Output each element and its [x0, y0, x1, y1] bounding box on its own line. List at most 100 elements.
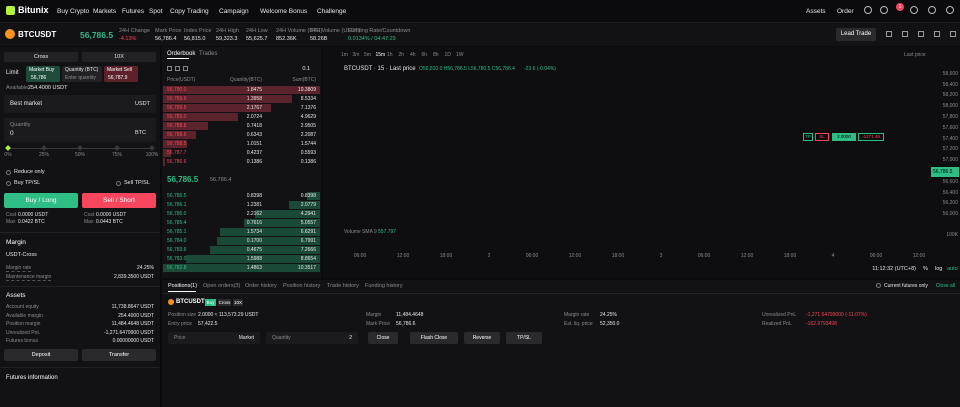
- nav-item[interactable]: Copy Trading: [170, 8, 209, 15]
- nav-item[interactable]: Buy Crypto: [57, 8, 90, 15]
- icon[interactable]: [175, 66, 180, 71]
- checkbox[interactable]: [6, 170, 11, 175]
- futures-info[interactable]: Futures information: [6, 375, 58, 381]
- transfer-button[interactable]: [82, 349, 156, 361]
- book-price[interactable]: 56,786.1: [167, 202, 187, 208]
- book-price[interactable]: 56,786.5: [167, 193, 187, 199]
- scale-option[interactable]: log: [935, 266, 943, 272]
- icon[interactable]: [918, 31, 924, 37]
- timeframe[interactable]: 4h: [410, 52, 416, 58]
- x-tick-label: 06:00: [525, 253, 539, 259]
- close-all[interactable]: Close all: [935, 283, 955, 289]
- deposit-button[interactable]: [4, 349, 78, 361]
- positions-tab[interactable]: Order history: [245, 283, 277, 289]
- positions-tab[interactable]: Open orders(3): [203, 283, 241, 289]
- nav-item[interactable]: Spot: [149, 8, 163, 15]
- icon[interactable]: [910, 6, 918, 14]
- positions-tab[interactable]: Position history: [283, 283, 321, 289]
- book-price[interactable]: 56,789.5: [167, 105, 187, 111]
- icon[interactable]: [928, 6, 936, 14]
- book-price[interactable]: 56,784.0: [167, 238, 187, 244]
- symbol[interactable]: BTCUSDT: [18, 30, 57, 39]
- position-button[interactable]: [368, 332, 398, 344]
- orderbook-tab[interactable]: Orderbook: [167, 51, 196, 57]
- book-price[interactable]: 56,788.5: [167, 141, 187, 147]
- positions-tab[interactable]: Funding history: [365, 283, 403, 289]
- checkbox[interactable]: [6, 181, 11, 186]
- position-tag[interactable]: [858, 133, 884, 142]
- timeframe[interactable]: 8h: [433, 52, 439, 58]
- timeframe[interactable]: 3m: [352, 52, 360, 58]
- book-price[interactable]: 56,786.6: [167, 159, 187, 165]
- icon[interactable]: [934, 31, 940, 37]
- position-button[interactable]: [506, 332, 542, 344]
- icon[interactable]: [950, 31, 956, 37]
- nav-action[interactable]: Order: [837, 8, 854, 15]
- book-price[interactable]: 56,785.4: [167, 220, 187, 226]
- position-symbol[interactable]: BTCUSDT: [176, 299, 205, 305]
- nav-item[interactable]: Welcome Bonus: [260, 8, 308, 15]
- position-button[interactable]: [410, 332, 458, 344]
- icon[interactable]: [183, 66, 188, 71]
- margin-mode-select[interactable]: [4, 52, 78, 62]
- scale-option[interactable]: auto: [947, 266, 958, 272]
- book-price[interactable]: 56,789.9: [167, 96, 187, 102]
- price-source[interactable]: Last price: [904, 52, 926, 58]
- nav-item[interactable]: Challenge: [317, 8, 347, 15]
- timeframe[interactable]: 5m: [364, 52, 371, 58]
- position-button[interactable]: [464, 332, 500, 344]
- price-input[interactable]: [4, 95, 156, 113]
- timeframe[interactable]: 1m: [341, 52, 348, 58]
- book-price[interactable]: 56,788.6: [167, 132, 187, 138]
- sell-button[interactable]: [82, 193, 156, 208]
- book-price[interactable]: 56,783.0: [167, 256, 187, 262]
- nav-item[interactable]: Futures: [122, 8, 145, 15]
- icon[interactable]: [902, 31, 908, 37]
- quantity-hint-box[interactable]: [62, 66, 102, 82]
- icon[interactable]: [946, 6, 954, 14]
- book-price[interactable]: 56,783.6: [167, 247, 187, 253]
- checkbox[interactable]: [876, 283, 881, 288]
- x-tick-label: 06:00: [869, 253, 883, 259]
- depth-step[interactable]: 0.1: [302, 66, 310, 72]
- quantity-input[interactable]: [266, 332, 358, 344]
- nav-item[interactable]: Markets: [93, 8, 117, 15]
- timeframe[interactable]: 2h: [398, 52, 405, 58]
- timeframe[interactable]: 1h: [387, 52, 393, 58]
- book-price[interactable]: 56,790.0: [167, 87, 187, 93]
- icon[interactable]: [167, 66, 172, 71]
- checkbox[interactable]: [116, 181, 121, 186]
- lead-trade-button[interactable]: [836, 28, 876, 41]
- position-tag[interactable]: [803, 133, 813, 142]
- timeframe[interactable]: 1W: [456, 52, 464, 58]
- book-price[interactable]: 56,782.8: [167, 265, 187, 271]
- orderbook-tab[interactable]: Trades: [199, 51, 218, 57]
- market-buy-box[interactable]: [26, 66, 60, 82]
- market-sell-box[interactable]: [104, 66, 138, 82]
- book-price[interactable]: 56,786.0: [167, 211, 187, 217]
- scale-option[interactable]: %: [923, 266, 928, 272]
- position-tag[interactable]: [815, 133, 829, 142]
- icon[interactable]: [886, 31, 892, 37]
- book-price[interactable]: 56,785.1: [167, 229, 187, 235]
- nav-action[interactable]: Assets: [806, 8, 826, 15]
- position-tag[interactable]: [832, 133, 856, 142]
- volume-tick-label: 100K: [946, 232, 958, 238]
- nav-item[interactable]: Campaign: [219, 8, 249, 15]
- price-input[interactable]: [168, 332, 260, 344]
- book-mark-price: 56,786.4: [210, 177, 232, 183]
- positions-tab[interactable]: Positions(1): [168, 283, 198, 289]
- timeframe[interactable]: 6h: [421, 52, 428, 58]
- positions-tab[interactable]: Trade history: [327, 283, 359, 289]
- order-type-tab[interactable]: Limit: [6, 70, 19, 76]
- book-price[interactable]: 56,787.7: [167, 150, 187, 156]
- buy-button[interactable]: [4, 193, 78, 208]
- book-price[interactable]: 56,789.0: [167, 114, 187, 120]
- quantity-input[interactable]: [4, 118, 156, 142]
- book-price[interactable]: 56,788.8: [167, 123, 187, 129]
- icon[interactable]: [880, 6, 888, 14]
- leverage-select[interactable]: [82, 52, 156, 62]
- timeframe[interactable]: 1D: [444, 52, 451, 58]
- icon[interactable]: [864, 6, 872, 14]
- timeframe[interactable]: 15m: [375, 52, 386, 58]
